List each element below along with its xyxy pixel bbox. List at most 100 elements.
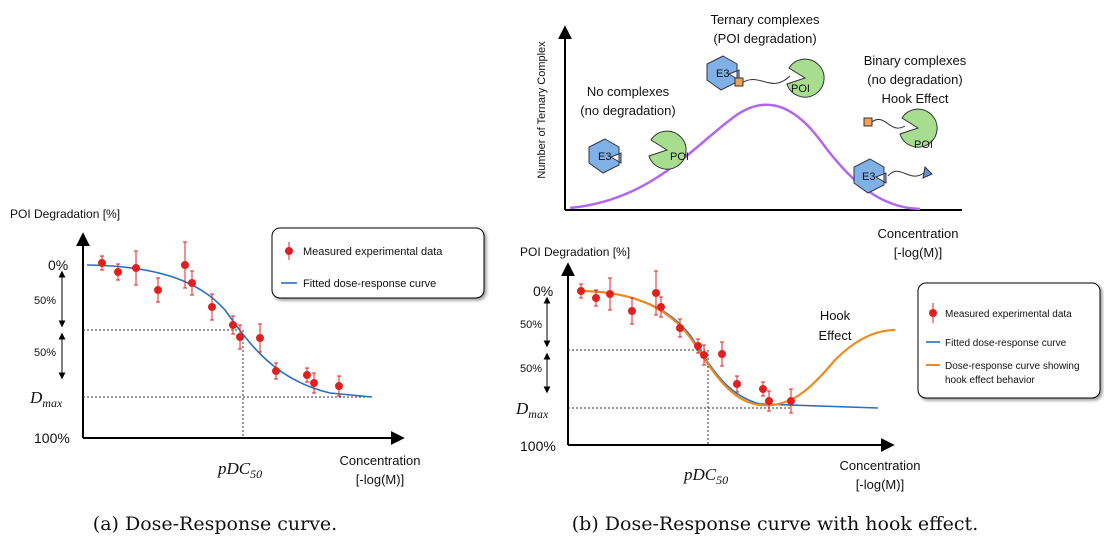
legend-text: Fitted dose-response curve xyxy=(303,278,436,290)
point xyxy=(787,397,795,405)
point xyxy=(657,303,665,311)
icon-label: POI xyxy=(791,83,810,95)
x-label: Concentration xyxy=(878,226,959,241)
point xyxy=(676,324,684,332)
point xyxy=(256,334,264,342)
icon-label: POI xyxy=(670,151,689,163)
point xyxy=(236,333,244,341)
panel-b: POI Degradation [%] 0% 50% 50% Dmax 100%… xyxy=(515,245,1101,535)
linker xyxy=(739,75,791,85)
panel-b-top: Number of Ternary Complex No complexes (… xyxy=(536,12,967,260)
x-label: [-log(M)] xyxy=(856,477,904,492)
hook-curve xyxy=(577,289,896,407)
caption: (a) Dose-Response curve. xyxy=(93,513,337,535)
y-label-top: 0% xyxy=(48,257,68,273)
panel-a: POI Degradation [%] 0% 50% 50% Dmax 100%… xyxy=(10,207,485,535)
guide xyxy=(83,329,372,438)
legend-mark xyxy=(929,309,937,317)
guide xyxy=(568,349,790,445)
legend-text: Dose-response curve showing xyxy=(945,361,1080,372)
half-label: 50% xyxy=(34,347,56,359)
x-label: [-log(M)] xyxy=(894,245,942,260)
legend-mark xyxy=(285,247,293,255)
point xyxy=(694,342,702,350)
point xyxy=(310,379,318,387)
pdc-sub: 50 xyxy=(250,467,262,481)
dmax-base: D xyxy=(29,388,43,407)
pdc50: pDC50 xyxy=(217,459,262,481)
pdc-sub: 50 xyxy=(716,473,728,487)
point xyxy=(606,290,614,298)
icon-label: E3 xyxy=(862,171,875,183)
dmax-base: D xyxy=(515,399,529,418)
half-label: 50% xyxy=(520,319,542,331)
x-label: Concentration xyxy=(840,458,921,473)
ligand xyxy=(863,117,873,127)
x-label: Concentration xyxy=(340,453,421,468)
dmax-sub: max xyxy=(528,407,549,421)
legend-text: Measured experimental data xyxy=(303,246,443,258)
caption: (b) Dose-Response curve with hook effect… xyxy=(572,513,979,535)
icon-label: POI xyxy=(914,139,933,151)
icon-label: E3 xyxy=(598,151,611,163)
point xyxy=(229,321,237,329)
dmax: Dmax xyxy=(515,399,549,421)
point xyxy=(733,380,741,388)
legend-text: Fitted dose-response curve xyxy=(945,338,1067,349)
point xyxy=(577,287,585,295)
y-label-top: 0% xyxy=(533,283,553,299)
fit-curve xyxy=(86,264,373,398)
point xyxy=(335,382,343,390)
linker xyxy=(871,119,906,129)
linker xyxy=(887,170,926,177)
point xyxy=(765,397,773,405)
y-label-bottom: 100% xyxy=(34,430,70,446)
point xyxy=(652,289,660,297)
label: Hook Effect xyxy=(882,91,949,106)
point xyxy=(188,279,196,287)
point xyxy=(208,303,216,311)
ligand xyxy=(734,77,744,87)
y-label: POI Degradation [%] xyxy=(10,207,120,221)
y-label: POI Degradation [%] xyxy=(520,245,630,259)
dmax-sub: max xyxy=(42,396,63,410)
label: (no degradation) xyxy=(580,103,675,118)
curve xyxy=(569,103,921,211)
label: Ternary complexes xyxy=(710,12,820,27)
legend-text: hook effect behavior xyxy=(945,375,1036,386)
point xyxy=(98,259,106,267)
y-label: Number of Ternary Complex xyxy=(536,41,548,179)
legend xyxy=(917,282,1101,399)
point xyxy=(592,294,600,302)
point xyxy=(181,261,189,269)
point xyxy=(759,385,767,393)
label: No complexes xyxy=(587,84,670,99)
x-label: [-log(M)] xyxy=(356,472,404,487)
half-label: 50% xyxy=(520,363,542,375)
dmax: Dmax xyxy=(29,388,63,410)
point xyxy=(718,350,726,358)
label: Binary complexes xyxy=(864,53,967,68)
points xyxy=(577,270,795,414)
point xyxy=(272,367,280,375)
hook-label: Hook xyxy=(820,308,851,323)
point xyxy=(303,371,311,379)
hook-label: Effect xyxy=(818,328,851,343)
label: (POI degradation) xyxy=(713,31,816,46)
half-label: 50% xyxy=(34,295,56,307)
point xyxy=(700,351,708,359)
point xyxy=(628,307,636,315)
ligand xyxy=(922,165,933,179)
y-label-bottom: 100% xyxy=(520,438,556,454)
pdc-base: pDC xyxy=(217,459,251,478)
point xyxy=(154,286,162,294)
legend xyxy=(271,227,485,299)
legend-text: Measured experimental data xyxy=(945,309,1072,320)
pdc50: pDC50 xyxy=(683,465,728,487)
points xyxy=(98,241,343,397)
point xyxy=(114,268,122,276)
label: (no degradation) xyxy=(867,72,962,87)
icon-label: E3 xyxy=(716,68,729,80)
